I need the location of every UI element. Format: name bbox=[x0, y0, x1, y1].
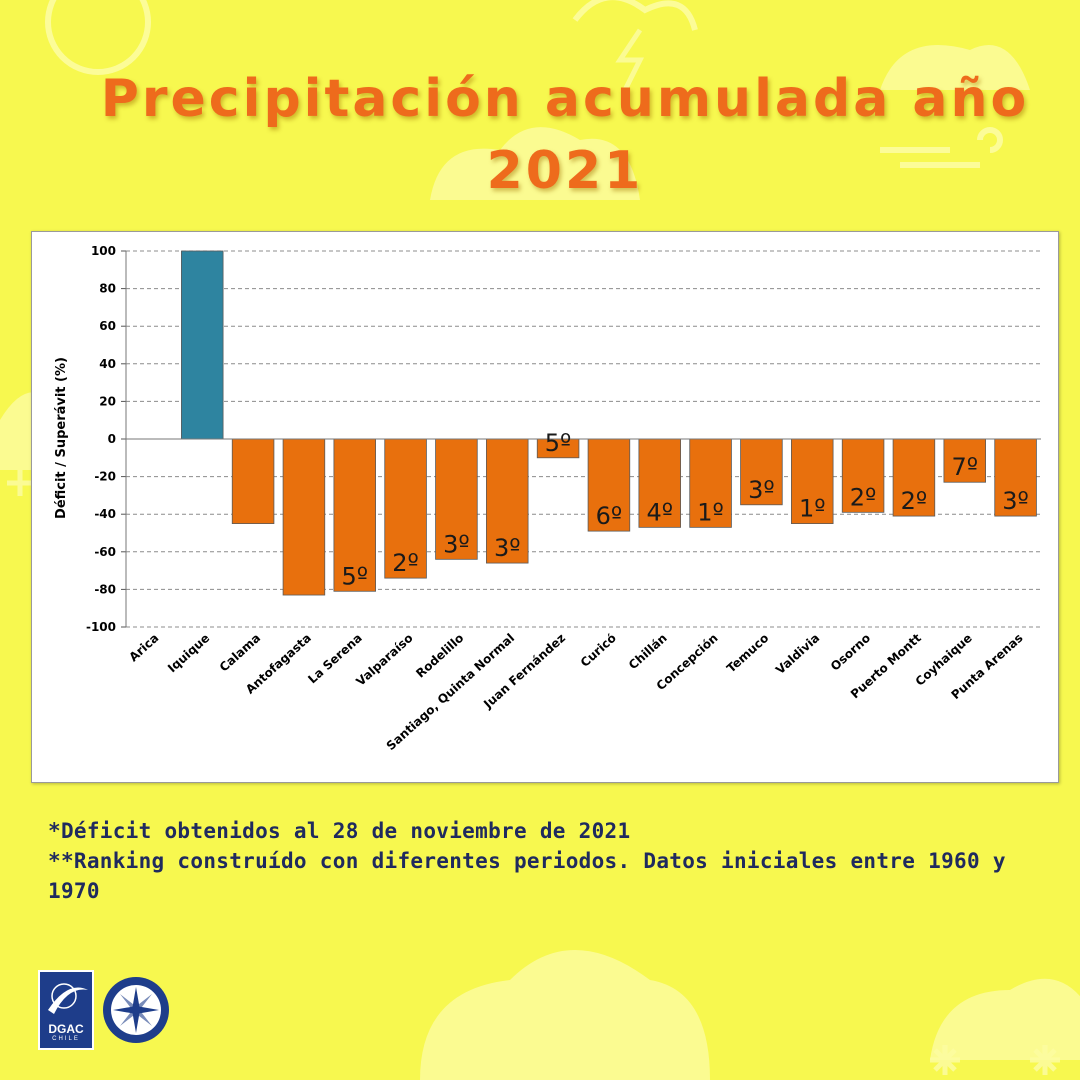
y-tick-label: -80 bbox=[94, 582, 116, 596]
footnote-deficit-date: *Déficit obtenidos al 28 de noviembre de… bbox=[48, 819, 631, 843]
y-tick-label: -20 bbox=[94, 470, 116, 484]
dgac-logo-text: DGAC bbox=[48, 1022, 84, 1036]
compass-rose-icon bbox=[113, 987, 159, 1033]
rank-label: 2º bbox=[901, 487, 928, 515]
y-tick-label: 60 bbox=[99, 319, 116, 333]
chart-bars bbox=[181, 250, 1037, 596]
rank-label: 3º bbox=[494, 534, 521, 562]
bar-16 bbox=[943, 438, 986, 483]
bar-3 bbox=[282, 438, 326, 596]
chart-gridlines bbox=[126, 250, 1041, 628]
snowflake-icon bbox=[930, 1045, 960, 1075]
page-title-line-1: Precipitación acumulada año bbox=[100, 69, 1030, 129]
y-tick-label: -100 bbox=[86, 620, 116, 634]
x-category-label: Calama bbox=[217, 631, 263, 675]
y-tick-label: 40 bbox=[99, 357, 116, 371]
rank-label: 3º bbox=[748, 476, 775, 504]
y-tick-label: -40 bbox=[94, 507, 116, 521]
cloud-icon bbox=[420, 950, 710, 1080]
rank-label: 5º bbox=[545, 429, 572, 457]
bar-1 bbox=[181, 250, 224, 440]
cloud-icon bbox=[430, 127, 640, 200]
sun-icon bbox=[45, 0, 151, 75]
snowflake-icon bbox=[7, 470, 33, 496]
x-category-label: Iquique bbox=[165, 631, 212, 676]
bar-6 bbox=[435, 438, 478, 560]
meteorological-service-logo bbox=[103, 977, 169, 1043]
chart-labels: 100 80 60 40 20 0 -20 -40 -60 -80 -100 Arica Iquique… bbox=[86, 244, 1029, 753]
x-category-label: Osorno bbox=[828, 631, 873, 674]
x-category-label: Valdivia bbox=[773, 631, 822, 677]
y-tick-label: -60 bbox=[94, 545, 116, 559]
page-title-line-2: 2021 bbox=[486, 141, 644, 201]
bar-4 bbox=[333, 438, 376, 592]
x-category-label: Arica bbox=[126, 631, 161, 665]
x-category-label: Chillán bbox=[626, 631, 670, 672]
dgac-emblem-icon bbox=[48, 983, 88, 1014]
x-category-label: Temuco bbox=[724, 631, 771, 676]
bar-2 bbox=[231, 438, 275, 524]
bar-12 bbox=[740, 438, 783, 506]
bar-17 bbox=[994, 438, 1037, 517]
y-tick-label: 100 bbox=[91, 244, 116, 258]
bar-5 bbox=[384, 438, 427, 579]
dgac-logo: DGAC CHILE bbox=[38, 970, 94, 1050]
cloud-icon bbox=[930, 978, 1080, 1060]
rank-label: 1º bbox=[697, 498, 724, 526]
rank-label: 2º bbox=[392, 549, 419, 577]
y-axis-title: Déficit / Superávit (%) bbox=[54, 357, 69, 519]
rank-label: 3º bbox=[443, 530, 470, 558]
y-tick-label: 80 bbox=[99, 282, 116, 296]
chart-panel: 100 80 60 40 20 0 -20 -40 -60 -80 -100 Arica Iquique… bbox=[31, 231, 1059, 783]
rank-label: 3º bbox=[1002, 487, 1029, 515]
rank-label: 7º bbox=[951, 453, 978, 481]
rank-label: 4º bbox=[646, 498, 673, 526]
bar-chart: 100 80 60 40 20 0 -20 -40 -60 -80 -100 Arica Iquique… bbox=[54, 244, 1041, 753]
chart-axes bbox=[121, 250, 1041, 628]
y-tick-label: 20 bbox=[99, 394, 116, 408]
x-category-label: Curicó bbox=[578, 631, 619, 670]
bar-10 bbox=[638, 438, 681, 528]
rank-label: 6º bbox=[596, 502, 623, 530]
footnote-ranking-periods: **Ranking construído con diferentes peri… bbox=[48, 849, 1006, 903]
bar-15 bbox=[892, 438, 936, 517]
lightning-icon bbox=[615, 28, 645, 92]
y-tick-label: 0 bbox=[108, 432, 116, 446]
rank-label: 1º bbox=[799, 495, 826, 523]
x-category-label: Rodelillo bbox=[413, 631, 466, 681]
bar-11 bbox=[689, 438, 732, 528]
dgac-logo-subtext: CHILE bbox=[52, 1036, 80, 1042]
bar-13 bbox=[791, 438, 834, 524]
rank-label: 2º bbox=[850, 483, 877, 511]
bar-7 bbox=[486, 438, 529, 564]
snowflake-icon bbox=[1030, 1045, 1060, 1075]
rank-label: 5º bbox=[341, 562, 368, 590]
wind-icon bbox=[880, 127, 1003, 168]
bar-14 bbox=[841, 438, 885, 513]
cloud-icon bbox=[880, 45, 1030, 90]
